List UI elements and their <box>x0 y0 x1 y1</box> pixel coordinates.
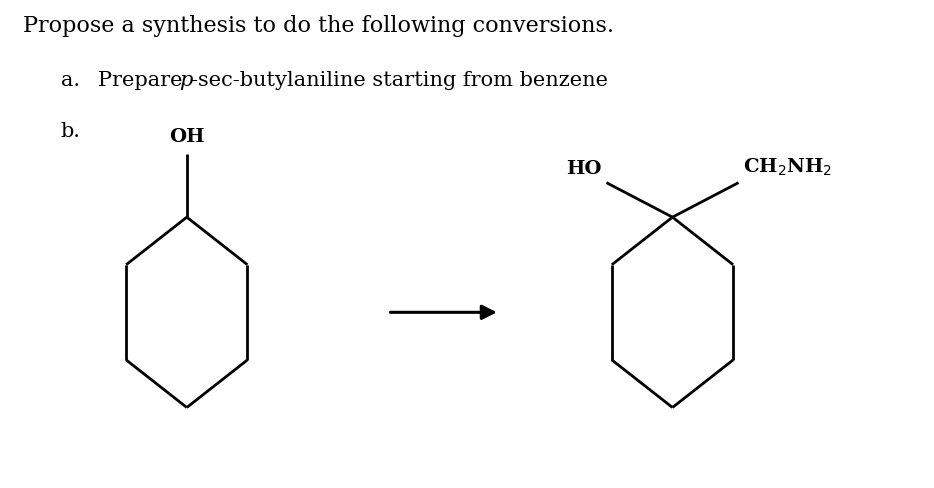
Text: p: p <box>179 71 192 90</box>
Text: OH: OH <box>169 128 205 146</box>
Text: Propose a synthesis to do the following conversions.: Propose a synthesis to do the following … <box>23 15 615 37</box>
Text: a.: a. <box>61 71 79 90</box>
Text: CH$_2$NH$_2$: CH$_2$NH$_2$ <box>743 157 832 178</box>
Text: -sec-butylaniline starting from benzene: -sec-butylaniline starting from benzene <box>191 71 608 90</box>
Text: b.: b. <box>61 122 80 141</box>
Text: Prepare: Prepare <box>98 71 190 90</box>
Text: HO: HO <box>566 160 601 178</box>
